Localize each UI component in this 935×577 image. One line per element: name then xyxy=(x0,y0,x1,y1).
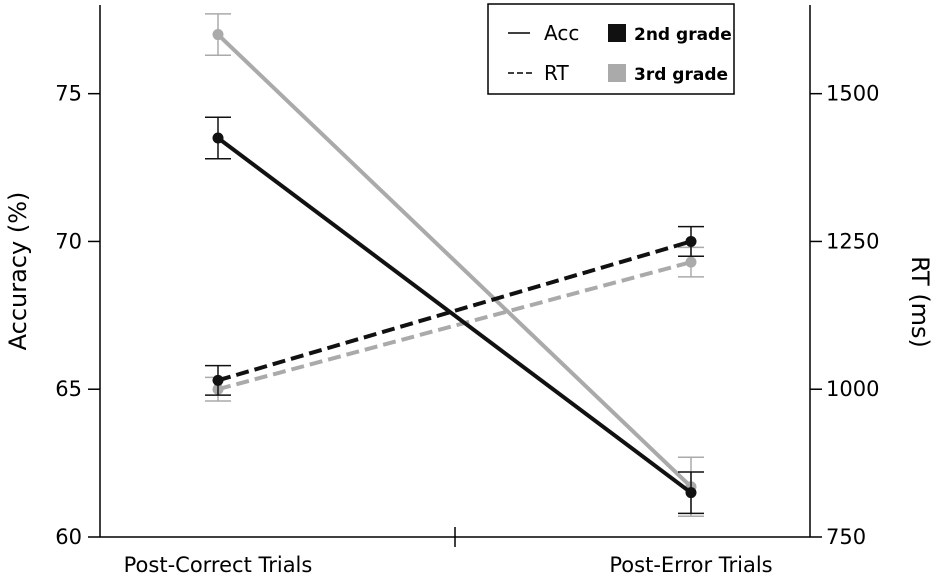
data-point xyxy=(685,487,697,499)
series-line xyxy=(216,136,693,495)
series-acc-2nd-grade xyxy=(205,116,704,515)
right-tick-label: 1500 xyxy=(826,82,879,106)
series-layer xyxy=(205,13,704,518)
data-point xyxy=(685,256,697,268)
legend: Acc RT 2nd grade 3rd grade xyxy=(487,3,735,95)
series-line xyxy=(217,239,692,383)
legend-2nd-grade-swatch xyxy=(608,24,626,42)
x-tick-label: Post-Correct Trials xyxy=(124,553,313,577)
legend-rt-label: RT xyxy=(544,61,569,85)
legend-3rd-grade-label: 3rd grade xyxy=(634,65,728,85)
data-point xyxy=(212,374,224,386)
legend-acc-label: Acc xyxy=(544,21,579,45)
right-axis-title: RT (ms) xyxy=(906,256,934,348)
right-tick-label: 750 xyxy=(826,525,866,549)
legend-2nd-grade-label: 2nd grade xyxy=(634,25,732,45)
data-point xyxy=(212,29,224,41)
right-axis-ticks: 750 1000 1250 1500 xyxy=(810,82,879,549)
data-point xyxy=(685,235,697,247)
left-axis-title: Accuracy (%) xyxy=(4,192,32,351)
series-line xyxy=(216,33,693,489)
left-axis-ticks: 60 65 70 75 xyxy=(55,82,100,549)
data-point xyxy=(212,132,224,144)
series-line xyxy=(217,260,692,392)
x-axis-tick-labels: Post-Correct Trials Post-Error Trials xyxy=(124,553,773,577)
left-tick-label: 75 xyxy=(55,82,82,106)
legend-3rd-grade-swatch xyxy=(608,64,626,82)
x-tick-label: Post-Error Trials xyxy=(609,553,772,577)
left-tick-label: 65 xyxy=(55,377,82,401)
series-rt-2nd-grade xyxy=(205,225,704,396)
left-tick-label: 60 xyxy=(55,525,82,549)
right-tick-label: 1250 xyxy=(826,229,879,253)
series-rt-3rd-grade xyxy=(205,246,704,402)
left-tick-label: 70 xyxy=(55,229,82,253)
right-tick-label: 1000 xyxy=(826,377,879,401)
